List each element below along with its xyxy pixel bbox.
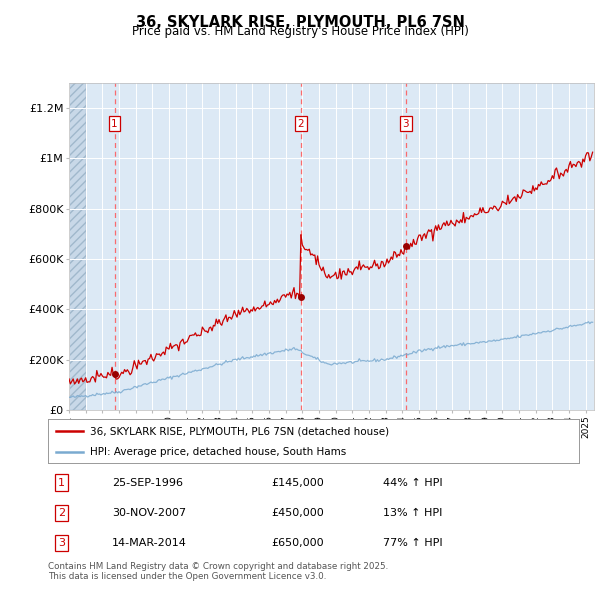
Text: 13% ↑ HPI: 13% ↑ HPI xyxy=(383,508,442,518)
Text: 2: 2 xyxy=(298,119,304,129)
Text: 30-NOV-2007: 30-NOV-2007 xyxy=(112,508,186,518)
Text: 25-SEP-1996: 25-SEP-1996 xyxy=(112,477,183,487)
Text: 14-MAR-2014: 14-MAR-2014 xyxy=(112,538,187,548)
Text: 44% ↑ HPI: 44% ↑ HPI xyxy=(383,477,442,487)
Text: 3: 3 xyxy=(58,538,65,548)
Text: HPI: Average price, detached house, South Hams: HPI: Average price, detached house, Sout… xyxy=(91,447,347,457)
Text: Contains HM Land Registry data © Crown copyright and database right 2025.
This d: Contains HM Land Registry data © Crown c… xyxy=(48,562,388,581)
Text: 36, SKYLARK RISE, PLYMOUTH, PL6 7SN: 36, SKYLARK RISE, PLYMOUTH, PL6 7SN xyxy=(136,15,464,30)
Text: £650,000: £650,000 xyxy=(271,538,323,548)
Text: 3: 3 xyxy=(403,119,409,129)
Text: £145,000: £145,000 xyxy=(271,477,324,487)
Bar xyxy=(69,83,86,410)
Text: Price paid vs. HM Land Registry's House Price Index (HPI): Price paid vs. HM Land Registry's House … xyxy=(131,25,469,38)
Text: 1: 1 xyxy=(58,477,65,487)
Text: 2: 2 xyxy=(58,508,65,518)
Text: £450,000: £450,000 xyxy=(271,508,324,518)
Text: 36, SKYLARK RISE, PLYMOUTH, PL6 7SN (detached house): 36, SKYLARK RISE, PLYMOUTH, PL6 7SN (det… xyxy=(91,427,389,436)
Text: 77% ↑ HPI: 77% ↑ HPI xyxy=(383,538,442,548)
Text: 1: 1 xyxy=(111,119,118,129)
